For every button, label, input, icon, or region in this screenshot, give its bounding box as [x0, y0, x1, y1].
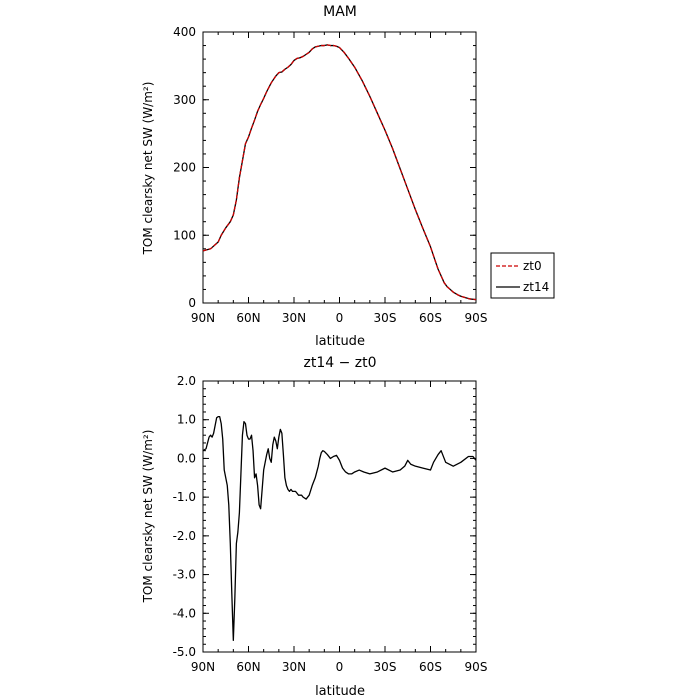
y-tick-label: 0	[188, 296, 196, 310]
x-tick-label: 90N	[191, 311, 215, 325]
y-tick-label: 200	[173, 161, 196, 175]
top-chart-y-tick-labels: 0 100 200 300 400	[173, 25, 196, 310]
top-chart-series	[202, 44, 477, 301]
top-chart-legend: zt0 zt14	[490, 252, 555, 299]
x-tick-label: 60N	[236, 660, 260, 674]
x-tick-label: 30N	[282, 311, 306, 325]
top-chart-x-tick-labels: 90N 60N 30N 0 30S 60S 90S	[191, 311, 488, 325]
bottom-chart-series	[202, 415, 477, 642]
x-tick-label: 0	[336, 660, 344, 674]
x-tick-label: 30S	[374, 311, 397, 325]
top-chart-ticks	[202, 31, 477, 304]
y-tick-label: 400	[173, 25, 196, 39]
legend-label-zt14: zt14	[523, 280, 549, 294]
x-tick-label: 90N	[191, 660, 215, 674]
y-tick-label: 2.0	[177, 374, 196, 388]
bottom-chart-ticks	[202, 380, 477, 653]
series-line-zt14-zt0	[202, 415, 477, 642]
legend-label-zt0: zt0	[523, 259, 542, 273]
y-tick-label: 0.0	[177, 451, 196, 465]
bottom-chart-y-axis-label: TOM clearsky net SW (W/m²)	[141, 430, 155, 604]
x-tick-label: 30S	[374, 660, 397, 674]
series-line-zt0	[202, 44, 477, 301]
bottom-chart-panel: zt14 − zt0 90N 60N 30N 0 30S 60S 90S 2.0 1.0 0.0…	[141, 355, 487, 699]
top-chart-y-axis-label: TOM clearsky net SW (W/m²)	[141, 82, 155, 256]
y-tick-label: 300	[173, 93, 196, 107]
top-chart-title: MAM	[323, 4, 357, 20]
x-tick-label: 60S	[419, 311, 442, 325]
top-chart-panel: MAM 90N 60N 30N 0 30S 60S 90S 0 100 200 300 400 la…	[141, 4, 555, 349]
x-tick-label: 60N	[236, 311, 260, 325]
y-tick-label: -3.0	[173, 568, 196, 582]
bottom-chart-x-tick-labels: 90N 60N 30N 0 30S 60S 90S	[191, 660, 488, 674]
x-tick-label: 60S	[419, 660, 442, 674]
x-tick-label: 30N	[282, 660, 306, 674]
y-tick-label: 100	[173, 228, 196, 242]
bottom-chart-title: zt14 − zt0	[303, 355, 376, 371]
top-chart-x-axis-label: latitude	[315, 334, 365, 349]
top-chart-plot-frame	[202, 31, 477, 304]
y-tick-label: -4.0	[173, 606, 196, 620]
y-tick-label: -1.0	[173, 490, 196, 504]
y-tick-label: 1.0	[177, 413, 196, 427]
bottom-chart-x-axis-label: latitude	[315, 684, 365, 699]
x-tick-label: 0	[336, 311, 344, 325]
y-tick-label: -2.0	[173, 529, 196, 543]
x-tick-label: 90S	[465, 660, 488, 674]
legend-frame	[490, 252, 555, 299]
bottom-chart-y-tick-labels: 2.0 1.0 0.0 -1.0 -2.0 -3.0 -4.0 -5.0	[173, 374, 196, 659]
x-tick-label: 90S	[465, 311, 488, 325]
y-tick-label: -5.0	[173, 645, 196, 659]
